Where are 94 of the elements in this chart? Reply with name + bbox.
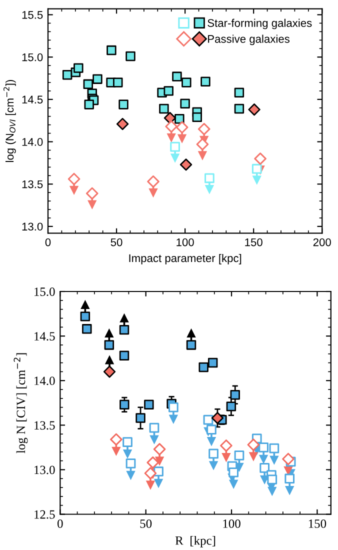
x-tick-label: 100 [176,238,194,246]
point [234,104,244,114]
point [228,467,239,478]
x-tick-label: 50 [140,519,152,528]
legend-label: Passive galaxies [208,34,290,46]
point [198,362,208,372]
point [180,158,192,171]
point [154,466,164,476]
y-tick-label: 15.5 [22,11,43,19]
point [206,424,216,435]
point [234,88,244,98]
x-tick-label: 200 [313,238,331,246]
point [258,442,268,452]
point [126,458,136,468]
point [136,413,146,423]
point [186,340,196,350]
point [83,79,94,90]
point [234,450,244,460]
point [180,98,190,108]
point [203,414,214,425]
point [122,437,132,448]
point [147,175,160,188]
point [120,400,130,410]
point [247,438,260,451]
point [200,76,210,86]
point [119,350,130,361]
x-tick-label: 50 [110,238,122,246]
point [149,422,160,433]
y-axis-title: log N [CIV] [cm$^{−2}$] [14,353,28,454]
point [196,138,209,150]
point [68,172,80,186]
y-tick-label: 14.5 [22,96,43,104]
x-tick-label: 150 [308,519,326,528]
y-tick-label: 15.0 [22,53,43,62]
point [126,51,136,62]
point [144,400,154,410]
point [74,63,84,73]
point [146,456,160,469]
point [84,100,94,110]
y-tick-label: 13.0 [22,222,43,231]
y-tick-label: 13.5 [22,180,43,188]
point [86,187,98,200]
point [116,118,129,130]
point [172,72,182,82]
point [176,121,188,134]
point [62,70,72,80]
y-tick-label: 14.5 [34,332,55,341]
point [159,104,169,114]
point [103,366,116,378]
point [80,312,90,322]
x-tick-label: 0 [45,238,51,246]
point [164,86,174,96]
y-tick-label: 12.5 [34,510,55,519]
point [104,340,114,350]
point [106,45,116,56]
point [208,448,218,459]
x-tick-label: 0 [58,519,63,528]
point [204,173,214,184]
point [220,439,232,452]
point [165,120,178,133]
point [211,412,224,424]
point [248,103,260,116]
x-tick-label: 100 [223,519,240,528]
point [208,358,218,368]
y-tick-label: 15.0 [34,288,55,296]
point [260,462,270,473]
point [110,433,122,446]
point [254,152,266,165]
point [82,324,92,334]
point [269,443,280,454]
point [144,467,157,480]
x-axis-title: Impact parameter [kpc] [129,254,242,264]
point [113,78,123,88]
point [92,74,102,84]
point [282,452,294,466]
y-tick-label: 14.0 [22,138,43,146]
y-tick-label: 13.5 [34,421,55,430]
point [168,402,178,412]
point [174,114,184,124]
point [153,443,166,456]
point [198,122,210,136]
point [267,474,278,484]
y-tick-label: 14.0 [34,376,55,386]
legend-label: Star-forming galaxies [208,18,312,30]
point [119,324,130,335]
point [170,142,180,152]
point [182,78,192,88]
point [192,112,202,122]
point [118,100,128,110]
y-axis-title: log (N$_{OVI}$ [cm$^{−2}$]) [4,80,16,162]
x-axis-title: R [kpc] [175,536,216,548]
y-tick-label: 13.0 [34,466,55,474]
point [252,164,262,174]
x-tick-label: 150 [245,238,262,246]
